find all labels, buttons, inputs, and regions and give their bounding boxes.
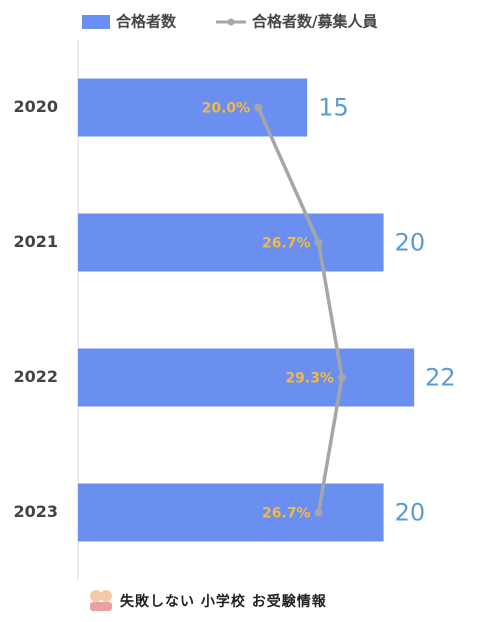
- bar: [78, 213, 384, 272]
- legend-label: 合格者数: [115, 13, 177, 31]
- line-marker: [314, 508, 323, 517]
- line-marker: [314, 238, 323, 247]
- y-tick-label: 2022: [13, 367, 58, 386]
- data-label: 20: [395, 229, 426, 257]
- data-label: 29.3%: [285, 371, 334, 387]
- line-marker: [337, 373, 346, 382]
- bar: [78, 78, 308, 137]
- data-label: 20: [395, 499, 426, 527]
- bar: [78, 483, 384, 542]
- legend-label: 合格者数/募集人員: [251, 13, 377, 31]
- legend-swatch: [82, 15, 110, 29]
- y-tick-label: 2021: [13, 232, 58, 251]
- footer-icon: [90, 590, 112, 611]
- line: [256, 106, 344, 513]
- line-marker: [254, 103, 263, 112]
- data-label: 22: [425, 364, 456, 392]
- data-label: 26.7%: [262, 236, 311, 252]
- legend-marker: [227, 18, 235, 26]
- footer-text: 失敗しない 小学校 お受験情報: [120, 593, 327, 610]
- bar: [78, 348, 415, 407]
- y-tick-label: 2023: [13, 502, 58, 521]
- data-label: 26.7%: [262, 506, 311, 522]
- y-tick-label: 2020: [13, 97, 58, 116]
- data-label: 15: [318, 94, 349, 122]
- data-label: 20.0%: [202, 101, 251, 117]
